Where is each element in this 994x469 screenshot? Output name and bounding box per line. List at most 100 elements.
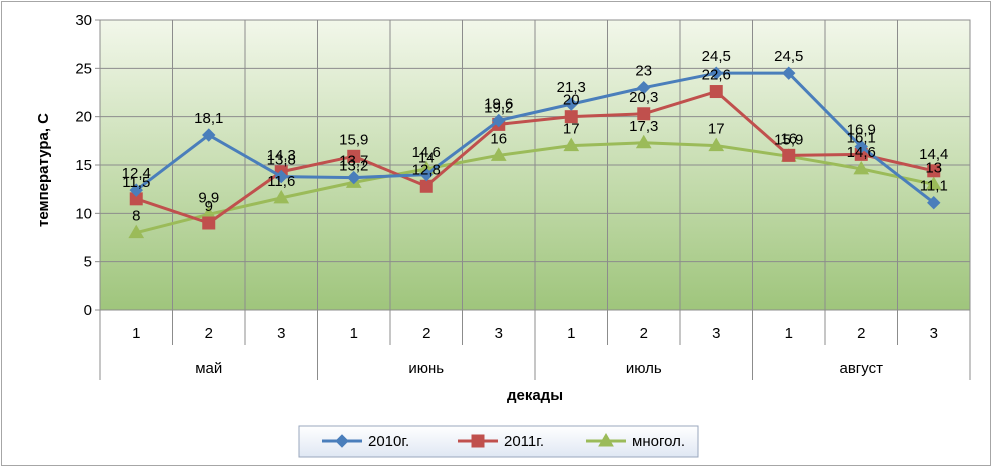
legend-box <box>298 425 699 458</box>
data-point <box>782 148 796 162</box>
data-label: 22,6 <box>702 67 731 84</box>
series-1 <box>129 66 941 210</box>
data-label: 23 <box>635 63 652 80</box>
y-tick-label: 15 <box>75 157 92 174</box>
data-label: 13 <box>925 159 942 176</box>
data-point <box>782 66 796 80</box>
data-label: 17 <box>563 121 580 138</box>
legend-label: 2010г. <box>368 433 409 450</box>
data-point <box>419 167 433 182</box>
x-tick-label: 1 <box>567 325 575 342</box>
data-label: 24,5 <box>774 48 803 65</box>
data-label: 14,6 <box>847 144 876 161</box>
legend-marker <box>598 433 614 447</box>
data-label: 11,1 <box>920 178 948 195</box>
data-point <box>927 195 941 210</box>
data-point <box>274 169 288 184</box>
data-point <box>490 147 507 161</box>
y-tick-label: 30 <box>75 12 92 29</box>
data-label: 16,1 <box>847 129 876 146</box>
legend: 2010г. 2011г. многол. <box>322 433 685 450</box>
y-tick-label: 25 <box>75 60 92 77</box>
series-layer <box>128 66 942 239</box>
x-group-label: июль <box>626 360 662 377</box>
y-tick-label: 20 <box>75 109 92 126</box>
data-point <box>128 224 145 239</box>
data-label: 14 <box>418 150 435 167</box>
data-label: 13,8 <box>267 152 296 169</box>
data-label: 12,8 <box>412 161 441 178</box>
data-point <box>925 176 942 190</box>
legend-marker <box>471 434 485 448</box>
data-point <box>637 80 651 95</box>
x-tick-label: 1 <box>785 325 793 342</box>
data-label: 18,1 <box>194 110 223 127</box>
data-point <box>419 179 433 193</box>
y-axis-title: температура, С <box>35 113 52 227</box>
data-label: 19,2 <box>484 99 513 116</box>
data-label: 20 <box>563 92 580 109</box>
data-label: 16 <box>780 130 797 147</box>
data-point <box>637 107 651 121</box>
data-point <box>492 113 506 128</box>
data-point <box>563 137 580 152</box>
data-label: 13,7 <box>339 153 368 170</box>
data-label: 20,3 <box>629 89 658 106</box>
data-point <box>347 149 361 163</box>
series-line <box>135 90 935 225</box>
data-label: 11,5 <box>122 174 150 191</box>
data-point <box>347 170 361 185</box>
legend-label: многол. <box>632 433 685 450</box>
x-tick-label: 2 <box>205 325 213 342</box>
legend-item-2: 2011г. <box>458 433 544 450</box>
data-point <box>709 66 723 80</box>
data-label: 8 <box>132 208 140 225</box>
data-labels-layer: 12,4 18,1 13,8 13,7 14 19,6 21,3 23 24,5 24,5 16,9… <box>122 48 949 225</box>
data-label: 17 <box>708 121 725 138</box>
y-tick-label: 10 <box>75 205 92 222</box>
data-point <box>273 189 290 204</box>
data-point <box>708 137 725 152</box>
data-label: 19,6 <box>484 96 513 113</box>
data-point <box>564 97 578 111</box>
legend-item-3: многол. <box>586 433 685 450</box>
data-label: 11,6 <box>267 173 295 190</box>
data-label: 13,2 <box>339 157 368 174</box>
data-label: 9 <box>205 198 213 215</box>
data-label: 14,4 <box>919 146 948 163</box>
series-line <box>135 71 935 204</box>
y-tick-label: 0 <box>84 302 92 319</box>
legend-item-1: 2010г. <box>322 433 409 450</box>
x-tick-label: 3 <box>930 325 938 342</box>
data-point <box>129 183 143 197</box>
data-label: 15,9 <box>774 131 803 148</box>
data-point <box>853 160 870 175</box>
data-label: 24,5 <box>702 48 731 65</box>
data-label: 14,6 <box>412 144 441 161</box>
legend-label: 2011г. <box>504 433 544 450</box>
data-label: 9,9 <box>198 189 219 206</box>
data-point <box>635 134 652 149</box>
data-label: 12,4 <box>122 165 151 182</box>
x-axis-title: декады <box>507 387 563 404</box>
data-point <box>854 139 868 154</box>
data-label: 15,9 <box>339 131 368 148</box>
y-tick-label: 5 <box>84 254 92 271</box>
x-tick-label: 2 <box>422 325 430 342</box>
series-line <box>135 141 935 235</box>
data-label: 16 <box>490 130 507 147</box>
x-group-label: август <box>840 360 884 377</box>
x-group-label: июнь <box>408 360 444 377</box>
data-point <box>709 85 723 99</box>
data-label: 16,9 <box>847 122 876 139</box>
data-point <box>927 164 941 178</box>
legend-marker <box>335 434 349 448</box>
x-tick-label: 2 <box>640 325 648 342</box>
x-tick-label: 1 <box>132 325 140 342</box>
data-label: 14,3 <box>267 147 296 164</box>
data-label: 17,3 <box>629 118 658 135</box>
